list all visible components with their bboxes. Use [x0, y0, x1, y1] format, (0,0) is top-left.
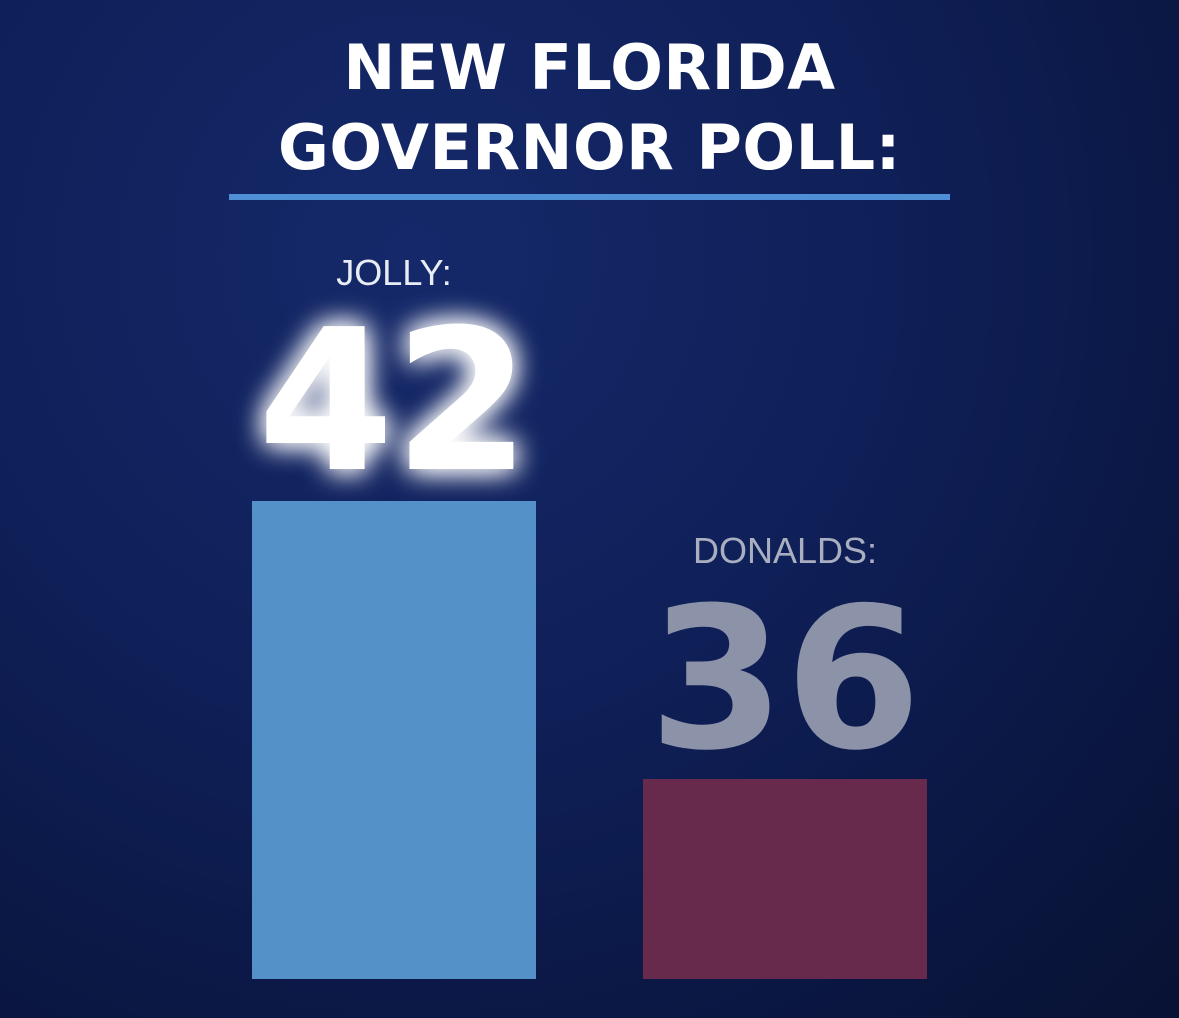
chart-title: NEW FLORIDA GOVERNOR POLL: [0, 28, 1179, 188]
value-label-donalds: 36 [649, 566, 922, 794]
title-line-2: GOVERNOR POLL: [278, 111, 901, 184]
category-label-jolly: JOLLY: [336, 252, 451, 293]
bar-donalds [643, 779, 927, 979]
title-underline [229, 194, 950, 200]
value-label-jolly: 42 [258, 288, 531, 516]
category-label-donalds: DONALDS: [693, 530, 877, 571]
title-line-1: NEW FLORIDA [343, 31, 836, 104]
bar-jolly [252, 501, 536, 979]
